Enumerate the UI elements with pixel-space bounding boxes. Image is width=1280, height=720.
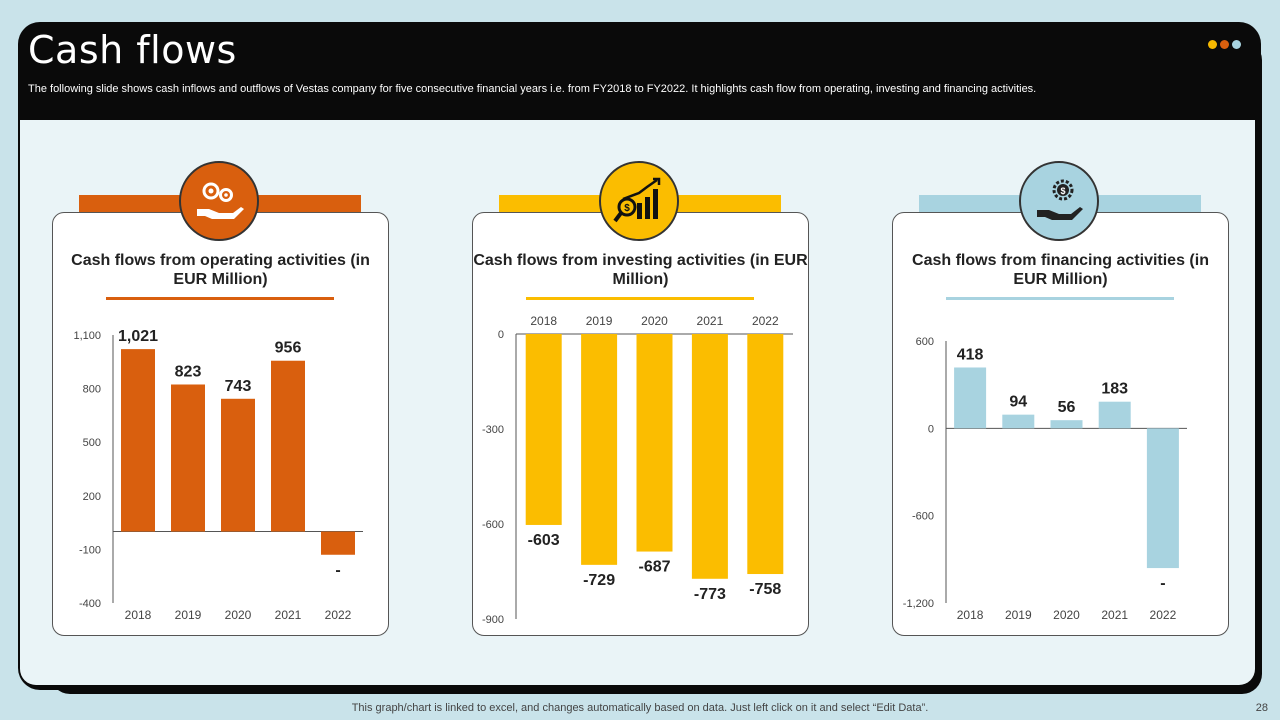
dot-yellow — [1208, 40, 1217, 49]
bar — [525, 334, 562, 525]
x-tick-label: 2019 — [586, 314, 613, 328]
bar — [121, 349, 155, 532]
card-icon-operating — [179, 161, 259, 241]
data-label: -729 — [583, 572, 615, 589]
x-tick-label: 2020 — [1053, 608, 1080, 622]
bar — [954, 367, 987, 429]
y-tick-label: -900 — [482, 614, 504, 626]
bar — [271, 360, 305, 532]
chart-financing: 600 0 -600 -1,200 418 2018 94 2019 56 2020 183 2021… — [903, 336, 1187, 622]
data-label: 418 — [957, 346, 984, 363]
card-underline-investing — [526, 297, 754, 300]
footer-note: This graph/chart is linked to excel, and… — [351, 702, 929, 714]
x-tick-label: 2021 — [697, 314, 724, 328]
card-financing: Cash flows from financing activities (in… — [892, 212, 1229, 636]
data-label: - — [335, 562, 340, 579]
y-tick-label: -300 — [482, 424, 504, 436]
magnifier-growth-icon: $ — [613, 177, 661, 223]
x-tick-label: 2022 — [1150, 608, 1177, 622]
y-tick-label: -600 — [482, 519, 504, 531]
y-tick-label: -100 — [79, 544, 101, 556]
y-tick-label: 0 — [928, 423, 934, 435]
data-label: 56 — [1058, 399, 1076, 416]
bar — [1098, 401, 1131, 429]
x-tick-label: 2018 — [530, 314, 557, 328]
y-tick-label: 600 — [916, 336, 934, 348]
chart-investing: 0 -300 -600 -900 -603 2018 -729 2019 -687 2020 -77… — [482, 314, 793, 626]
bar — [747, 334, 784, 575]
card-investing: Cash flows from investing activities (in… — [472, 212, 809, 636]
bar — [636, 334, 673, 552]
svg-text:$: $ — [1060, 186, 1065, 196]
x-tick-label: 2018 — [125, 608, 152, 622]
card-title-operating: Cash flows from operating activities (in… — [71, 252, 370, 288]
bar — [221, 398, 255, 532]
card-icon-investing: $ — [599, 161, 679, 241]
card-underline-financing — [946, 297, 1174, 300]
dot-orange — [1220, 40, 1229, 49]
bar — [1050, 420, 1083, 429]
x-tick-label: 2019 — [1005, 608, 1032, 622]
bar — [691, 334, 728, 579]
page-subtitle: The following slide shows cash inflows a… — [28, 83, 1037, 95]
x-tick-label: 2021 — [275, 608, 302, 622]
x-tick-label: 2020 — [225, 608, 252, 622]
x-tick-label: 2022 — [752, 314, 779, 328]
card-title-investing: Cash flows from investing activities (in… — [473, 252, 808, 288]
data-label: 1,021 — [118, 328, 158, 345]
dot-blue — [1232, 40, 1241, 49]
chart-operating: 1,100 800 500 200 -100 -400 1,021 2018 823 2019 74… — [73, 328, 363, 622]
svg-text:$: $ — [624, 203, 630, 214]
page-title: Cash flows — [28, 28, 237, 72]
y-tick-label: 800 — [83, 384, 101, 396]
data-label: -687 — [638, 559, 670, 576]
data-label: 183 — [1101, 381, 1128, 398]
bar — [321, 531, 355, 555]
bar — [581, 334, 618, 565]
gears-hand-icon — [197, 182, 244, 219]
y-tick-label: 500 — [83, 437, 101, 449]
y-tick-label: 0 — [498, 329, 504, 341]
y-tick-label: -600 — [912, 511, 934, 523]
y-tick-label: 200 — [83, 491, 101, 503]
x-tick-label: 2018 — [957, 608, 984, 622]
data-label: -758 — [749, 581, 781, 598]
data-label: 743 — [225, 378, 252, 395]
y-tick-label: 1,100 — [73, 330, 101, 342]
bar — [1146, 428, 1179, 569]
card-title-financing: Cash flows from financing activities (in… — [912, 252, 1209, 288]
card-operating: Cash flows from operating activities (in… — [52, 212, 389, 636]
bar — [171, 384, 205, 532]
data-label: -603 — [528, 532, 560, 549]
x-tick-label: 2020 — [641, 314, 668, 328]
card-icon-financing: $ — [1019, 161, 1099, 241]
page-number: 28 — [1255, 702, 1268, 714]
data-label: -773 — [694, 586, 726, 603]
x-tick-label: 2021 — [1101, 608, 1128, 622]
data-label: 956 — [275, 340, 302, 357]
x-tick-label: 2022 — [325, 608, 352, 622]
data-label: - — [1160, 575, 1165, 592]
dollar-gear-hand-icon: $ — [1037, 179, 1083, 220]
card-underline-operating — [106, 297, 334, 300]
data-label: 823 — [175, 363, 202, 380]
y-tick-label: -400 — [79, 598, 101, 610]
x-tick-label: 2019 — [175, 608, 202, 622]
decorative-dots — [1208, 40, 1241, 49]
y-tick-label: -1,200 — [903, 598, 934, 610]
bar — [1002, 414, 1035, 429]
data-label: 94 — [1009, 394, 1027, 411]
